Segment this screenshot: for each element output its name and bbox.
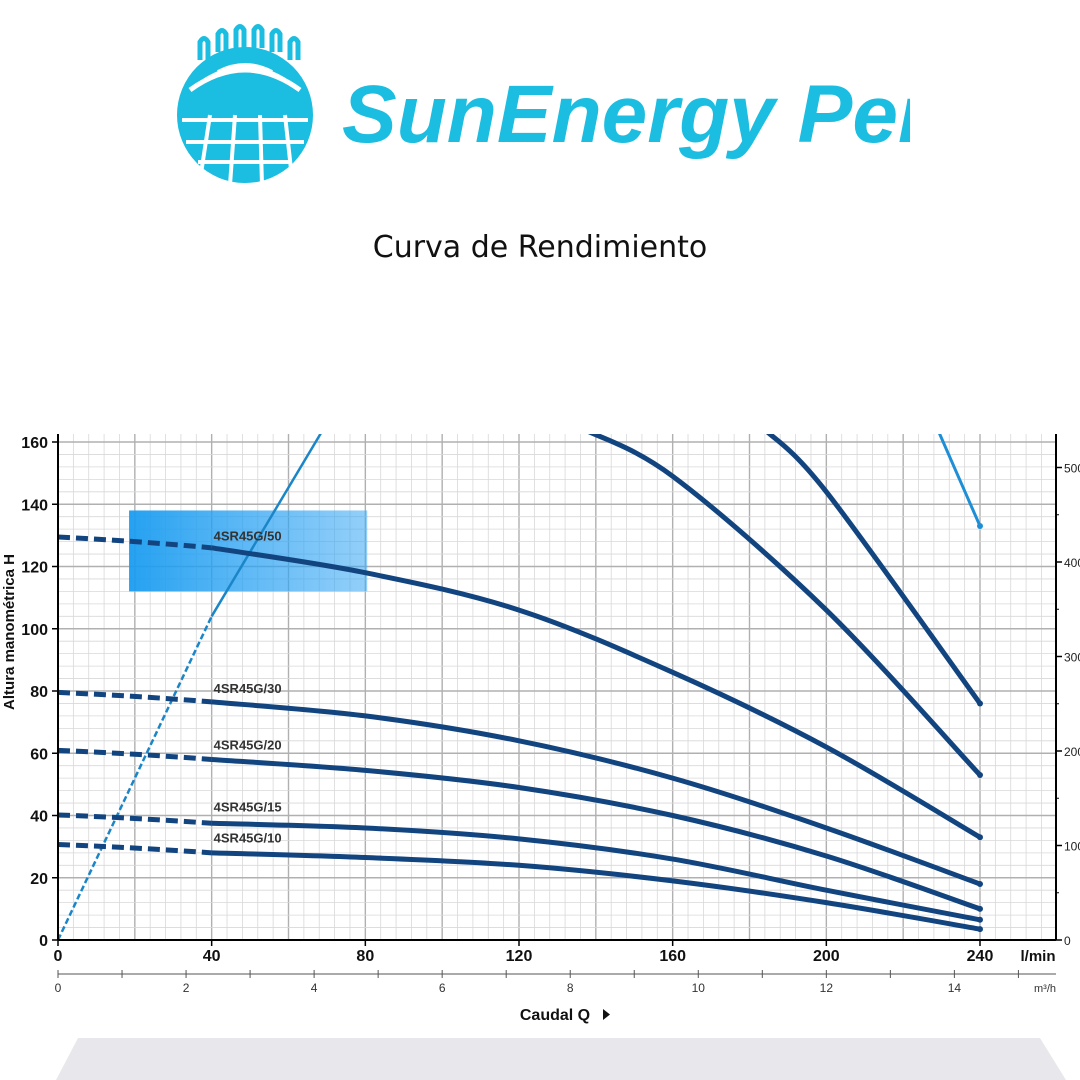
- right-tick-label: 0: [1064, 934, 1071, 948]
- series-4SR45G/50: [58, 534, 983, 841]
- curve-end-point: [977, 880, 983, 887]
- right-tick-label: 200: [1064, 745, 1080, 759]
- sun-globe-icon: [177, 24, 313, 186]
- x-tick-label: 80: [356, 948, 374, 965]
- curve-dashed-segment: [58, 812, 212, 826]
- curve-line: [211, 820, 981, 923]
- series-label: 4SR45G/50: [214, 529, 282, 544]
- series-curve-6: [765, 434, 983, 707]
- curve-end-point: [977, 700, 983, 707]
- x-axis-title: Caudal Q: [520, 1007, 590, 1024]
- pump-curves: [58, 434, 983, 940]
- x-tick-label: 240: [967, 948, 994, 965]
- y-tick-label: 80: [30, 684, 48, 701]
- y-tick-label: 120: [21, 560, 48, 577]
- y-tick-label: 100: [21, 622, 48, 639]
- performance-chart: 4SR45G/10 4SR45G/15 4SR45G/20 4SR45G/30 4SR4…: [1, 434, 1080, 1024]
- y-axis-title: Altura manométrica H: [1, 554, 18, 710]
- caret-right-icon: [603, 1009, 610, 1020]
- right-tick-label: 300: [1064, 651, 1080, 665]
- x-tick-label: 120: [506, 948, 533, 965]
- efficiency-line: [210, 434, 322, 617]
- x2-tick-label: 2: [183, 981, 190, 995]
- series-label: 4SR45G/30: [214, 681, 282, 696]
- x-tick-label: 160: [659, 948, 686, 965]
- series-curve-7: [938, 434, 983, 530]
- curve-end-point: [977, 926, 983, 933]
- x2-tick-label: 14: [948, 981, 962, 995]
- right-tick-label: 100: [1064, 840, 1080, 854]
- brand-name: SunEnergy Perú: [342, 69, 910, 160]
- curve-line: [211, 756, 981, 912]
- curve-line: [765, 434, 983, 705]
- y-tick-label: 140: [21, 497, 48, 514]
- curve-end-point: [977, 916, 983, 923]
- curve-dashed-segment: [58, 689, 212, 705]
- y-tick-label: 60: [30, 746, 48, 763]
- curve-end-point: [977, 523, 983, 530]
- right-tick-label: 400: [1064, 556, 1080, 570]
- y-tick-label: 40: [30, 809, 48, 826]
- x-tick-label: 200: [813, 948, 840, 965]
- y-tick-label: 160: [21, 435, 48, 452]
- curve-dashed-segment: [58, 747, 212, 762]
- series-label: 4SR45G/20: [214, 737, 282, 752]
- page-subtitle: Curva de Rendimiento: [372, 230, 708, 265]
- sunenergy-logo: SunEnergy Perú: [177, 24, 910, 186]
- x-tick-label: 40: [203, 948, 221, 965]
- chart-labels: 4SR45G/10 4SR45G/15 4SR45G/20 4SR45G/30 4SR4…: [1, 435, 1080, 1024]
- x2-tick-label: 0: [55, 981, 62, 995]
- chart-axes: [52, 434, 1062, 978]
- curve-end-point: [977, 905, 983, 912]
- series-curve-5: [587, 434, 983, 779]
- right-tick-label: 500: [1064, 462, 1080, 476]
- curve-end-point: [977, 834, 983, 841]
- y-tick-label: 20: [30, 871, 48, 888]
- series-4SR45G/30: [58, 689, 983, 887]
- series-label: 4SR45G/10: [214, 831, 282, 846]
- series-4SR45G/15: [58, 812, 983, 923]
- x2-tick-label: 6: [439, 981, 446, 995]
- chart-grid: [57, 434, 1056, 941]
- bottom-band: [56, 1038, 1066, 1080]
- curve-line: [587, 434, 982, 777]
- series-label: 4SR45G/15: [214, 800, 282, 815]
- y-tick-label: 0: [39, 933, 48, 950]
- curve-line: [211, 545, 982, 840]
- x2-unit-label: m³/h: [1034, 983, 1056, 995]
- x-unit-label: l/min: [1020, 948, 1055, 965]
- curve-end-point: [977, 772, 983, 779]
- curve-line: [938, 434, 982, 527]
- x2-tick-label: 10: [692, 981, 706, 995]
- curve-line: [211, 699, 981, 887]
- x2-tick-label: 4: [311, 981, 318, 995]
- efficiency-line-dashed: [58, 615, 213, 940]
- x2-tick-label: 12: [820, 981, 834, 995]
- curve-dashed-segment: [58, 534, 212, 551]
- series-4SR45G/10: [58, 842, 983, 933]
- curve-line: [211, 850, 981, 932]
- x-tick-label: 0: [54, 948, 63, 965]
- curve-dashed-segment: [58, 842, 212, 856]
- series-4SR45G/20: [58, 747, 983, 912]
- x2-tick-label: 8: [567, 981, 574, 995]
